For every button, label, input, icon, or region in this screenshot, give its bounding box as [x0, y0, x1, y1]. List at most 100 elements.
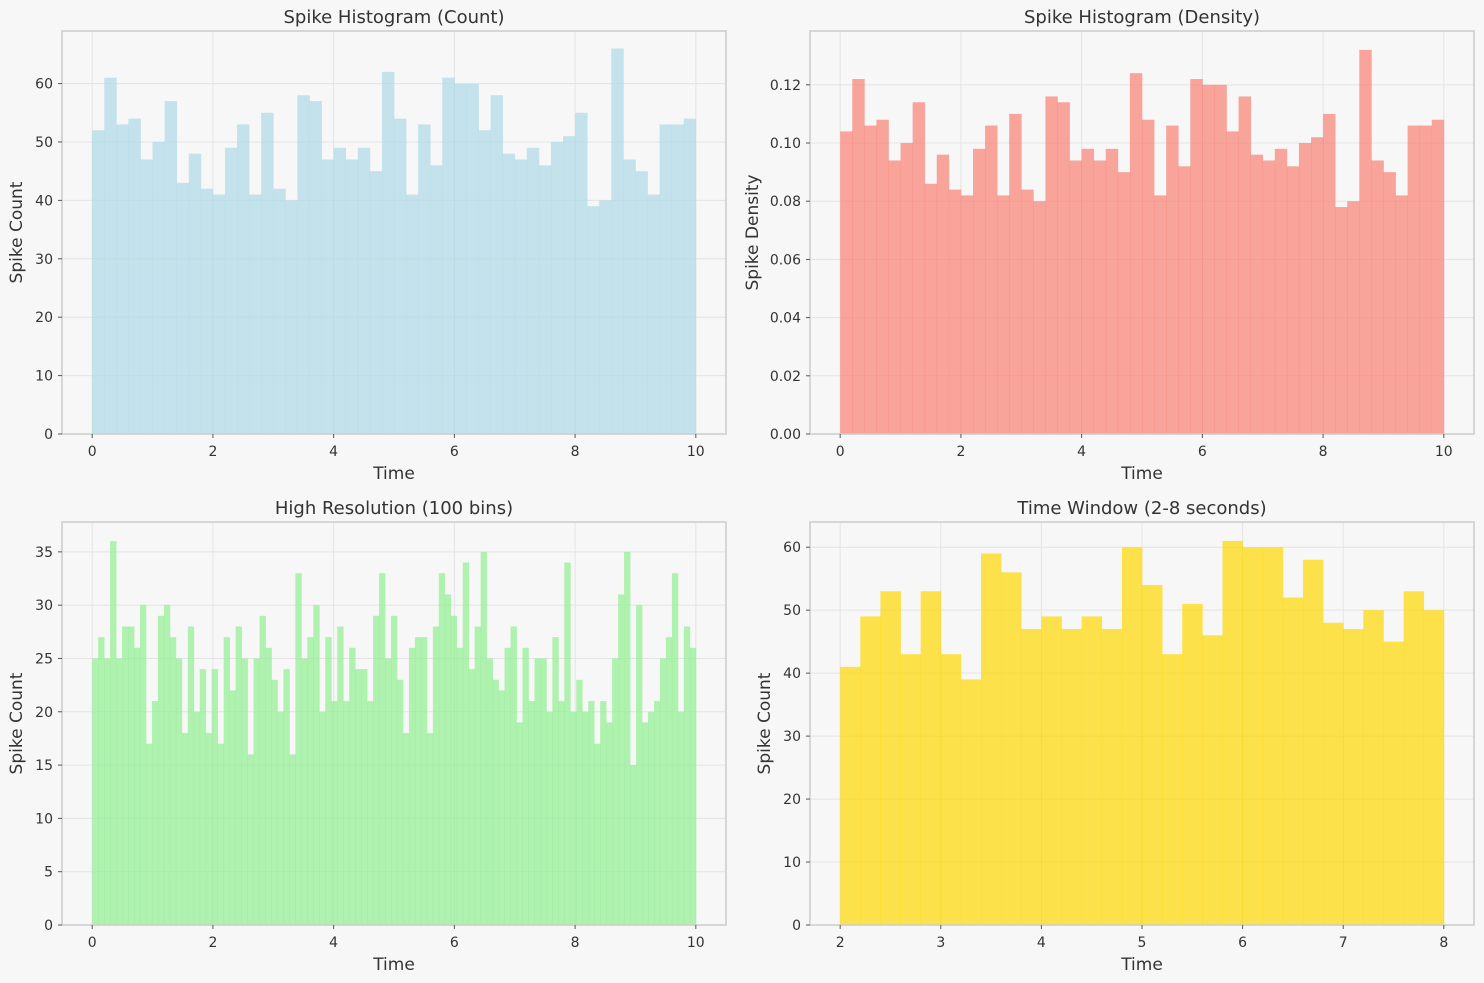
- histogram-bar: [852, 79, 865, 434]
- x-tick-label: 10: [687, 935, 705, 951]
- histogram-bar: [193, 711, 201, 925]
- histogram-bar: [677, 711, 685, 925]
- histogram-bar: [611, 48, 624, 435]
- histogram-bar: [249, 194, 262, 434]
- histogram-bar: [588, 701, 595, 925]
- histogram-bar: [522, 647, 529, 925]
- histogram-bar: [385, 658, 392, 925]
- histogram-bar: [223, 637, 230, 925]
- histogram-bar: [1101, 629, 1123, 925]
- histogram-bar: [116, 124, 129, 434]
- histogram-bar: [295, 573, 302, 925]
- histogram-bar: [1383, 172, 1396, 434]
- histogram-bar: [414, 637, 422, 925]
- histogram-bar: [630, 765, 637, 925]
- x-tick-label: 8: [1319, 444, 1328, 460]
- histogram-bar: [349, 647, 356, 925]
- histogram-bar: [261, 112, 274, 434]
- y-tick-label: 0.04: [770, 311, 801, 327]
- histogram-bar: [1419, 125, 1433, 435]
- histogram-bar: [157, 615, 165, 925]
- histogram-bar: [888, 160, 901, 434]
- histogram-bar: [301, 658, 308, 925]
- bars: [840, 540, 1445, 925]
- y-tick-label: 0.02: [770, 369, 801, 385]
- histogram-bar: [1298, 143, 1312, 434]
- histogram-bar: [528, 701, 535, 925]
- histogram-bar: [570, 711, 577, 925]
- histogram-bar: [432, 626, 440, 925]
- histogram-bar: [689, 647, 697, 925]
- histogram-bar: [331, 701, 338, 925]
- histogram-bar: [618, 594, 625, 925]
- histogram-bar: [540, 658, 547, 925]
- x-tick-label: 3: [936, 935, 945, 951]
- histogram-bar: [289, 754, 296, 925]
- histogram-bar: [406, 194, 419, 434]
- x-tick-label: 0: [88, 935, 97, 951]
- histogram-bar: [510, 626, 517, 925]
- histogram-bar: [1359, 49, 1372, 434]
- x-tick-label: 8: [1439, 935, 1448, 951]
- histogram-bar: [1033, 201, 1046, 434]
- y-tick-label: 10: [783, 855, 801, 871]
- histogram-bar: [337, 626, 344, 925]
- histogram-bar: [468, 669, 476, 925]
- histogram-bar: [502, 153, 516, 435]
- histogram-bar: [1162, 654, 1183, 925]
- histogram-bar: [426, 733, 434, 925]
- histogram-bar: [594, 743, 601, 925]
- histogram-bar: [1166, 125, 1179, 435]
- histogram-bar: [864, 125, 877, 435]
- histogram-bar: [169, 637, 177, 925]
- histogram-bar: [683, 118, 697, 434]
- y-tick-label: 50: [783, 603, 801, 619]
- histogram-bar: [1222, 540, 1243, 925]
- bars: [840, 49, 1445, 435]
- histogram-bar: [558, 701, 565, 925]
- histogram-bar: [612, 658, 619, 925]
- y-tick-label: 50: [35, 135, 53, 151]
- histogram-bar: [333, 147, 347, 434]
- histogram-bar: [1262, 547, 1284, 925]
- histogram-bar: [552, 637, 559, 925]
- x-tick-label: 4: [329, 935, 338, 951]
- histogram-bar: [309, 101, 322, 434]
- histogram-bar: [128, 626, 135, 925]
- y-tick-label: 0: [44, 427, 53, 443]
- bars: [92, 541, 697, 925]
- y-axis-label: Spike Count: [7, 181, 27, 283]
- histogram-bar: [402, 733, 410, 925]
- histogram-bar: [564, 562, 571, 925]
- histogram-bar: [671, 573, 679, 925]
- histogram-bar: [647, 194, 660, 434]
- histogram-bar: [1202, 635, 1223, 925]
- histogram-bar: [369, 171, 383, 434]
- x-tick-label: 2: [208, 935, 217, 951]
- histogram-bar: [271, 679, 278, 925]
- histogram-bar: [134, 647, 141, 925]
- x-ticks: 0 2 4 6 8 10: [88, 434, 705, 460]
- histogram-bar: [1323, 622, 1344, 925]
- histogram-bar: [1423, 610, 1445, 925]
- histogram-bar: [1242, 547, 1264, 925]
- histogram-bar: [418, 124, 431, 434]
- histogram-bar: [1081, 616, 1103, 925]
- histogram-bar: [394, 118, 407, 434]
- y-tick-label: 20: [783, 792, 801, 808]
- histogram-bar: [253, 658, 260, 925]
- histogram-bar: [104, 77, 117, 434]
- histogram-bar: [297, 95, 310, 435]
- histogram-bar: [247, 754, 254, 925]
- histogram-bar: [265, 647, 272, 925]
- histogram-bar: [1178, 166, 1191, 434]
- x-tick-label: 0: [88, 444, 97, 460]
- histogram-bar: [1274, 148, 1288, 434]
- y-tick-label: 0.08: [770, 194, 801, 210]
- histogram-bar: [442, 77, 455, 434]
- histogram-bar: [145, 743, 153, 925]
- histogram-bar: [357, 147, 371, 434]
- histogram-bar: [840, 131, 853, 434]
- histogram-bar: [151, 701, 159, 925]
- plot-frame: [809, 30, 1475, 435]
